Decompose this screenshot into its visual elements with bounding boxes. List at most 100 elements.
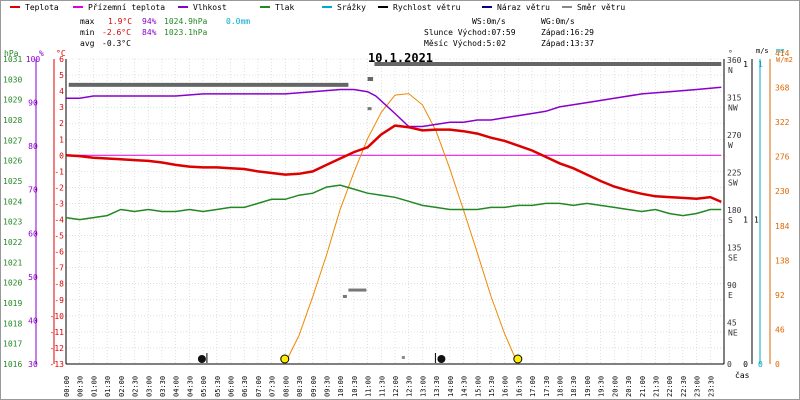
temp-tick-label: -12 (50, 344, 65, 353)
dir-tick-label: 225 (727, 169, 742, 178)
temp-tick-label: -9 (54, 296, 64, 305)
temp-tick-label: -11 (50, 328, 65, 337)
pressure-line (65, 184, 722, 221)
dir-tick-label: 360 (727, 56, 742, 65)
ms-tick-label: 1 (743, 216, 748, 225)
legend-label: Přízemní teplota (88, 3, 165, 12)
x-tick-label: 17:00 (529, 376, 537, 397)
hpa-tick-label: 1022 (3, 238, 22, 247)
x-tick-label: 07:30 (269, 376, 277, 397)
x-tick-label: 02:30 (132, 376, 140, 397)
stats-max-rain: 0.0mm (226, 17, 250, 26)
x-tick-label: 13:30 (433, 376, 441, 397)
temp-tick-label: -6 (54, 248, 64, 257)
info-moon-rise: Měsíc Východ:5:02 (424, 39, 506, 48)
humidity-line (66, 86, 722, 128)
temp-tick-label: 6 (59, 55, 64, 64)
x-tick-label: 22:30 (680, 376, 688, 397)
wm2-tick-label: 230 (775, 187, 790, 196)
dir-tick-label: S (728, 216, 733, 225)
info-sun-rise: Slunce Východ:07:59 (424, 28, 516, 37)
stats-max-hum: 94% (142, 17, 157, 26)
pct-tick-label: 100 (26, 55, 41, 64)
x-tick-label: 21:30 (652, 376, 660, 397)
stats-min-temp: -2.6°C (102, 28, 131, 37)
x-tick-label: 23:30 (707, 376, 715, 397)
x-tick-label: 10:30 (351, 376, 359, 397)
hpa-tick-label: 1027 (3, 136, 22, 145)
x-tick-label: 12:00 (392, 376, 400, 397)
stats-max-label: max (80, 17, 95, 26)
hpa-tick-label: 1025 (3, 177, 22, 186)
x-tick-label: 03:30 (159, 376, 167, 397)
temp-tick-label: 2 (59, 119, 64, 128)
x-tick-label: 04:00 (173, 376, 181, 397)
legend-label: Tlak (275, 3, 294, 12)
x-tick-label: 11:30 (378, 376, 386, 397)
hpa-tick-label: 1021 (3, 258, 22, 267)
temperature-line (65, 124, 722, 204)
x-tick-label: 16:00 (502, 376, 510, 397)
chart-title: 10.1.2021 (368, 51, 433, 65)
moon-marker (437, 355, 446, 363)
dir-tick-label: 45 (727, 319, 737, 328)
temp-tick-label: -4 (54, 216, 64, 225)
pct-tick-label: 70 (28, 186, 38, 195)
x-tick-label: 19:00 (584, 376, 592, 397)
dir-tick-label: W (728, 141, 733, 150)
ms-tick-label: 1 (743, 60, 748, 69)
temp-tick-label: -5 (54, 232, 64, 241)
info-sun-set: Západ:16:29 (541, 28, 594, 37)
wind-direction-mark (367, 107, 372, 111)
legend-label: Rychlost větru (393, 3, 461, 12)
hpa-tick-label: 1030 (3, 75, 22, 84)
wind-direction-mark (68, 82, 349, 87)
x-tick-label: 16:30 (515, 376, 523, 397)
rain-mark (401, 356, 405, 359)
info-wg: WG:0m/s (541, 17, 575, 26)
x-tick-label: 18:00 (557, 376, 565, 397)
x-tick-label: 03:00 (145, 376, 153, 397)
x-tick-label: 10:00 (337, 376, 345, 397)
ms-tick-label: 0 (743, 360, 748, 369)
moon-marker (197, 355, 206, 363)
x-tick-label: 05:00 (200, 376, 208, 397)
x-tick-label: 06:30 (241, 376, 249, 397)
wm2-tick-label: 322 (775, 118, 790, 127)
temp-tick-label: -3 (54, 199, 64, 208)
pct-tick-label: 30 (28, 360, 38, 369)
wm2-tick-label: 276 (775, 153, 790, 162)
hpa-tick-label: 1019 (3, 299, 22, 308)
ms-tick-label: 1 (754, 216, 759, 225)
temp-tick-label: -13 (50, 360, 65, 369)
hpa-tick-label: 1017 (3, 340, 22, 349)
x-tick-label: 19:30 (598, 376, 606, 397)
solar-radiation-line (284, 93, 519, 365)
hpa-tick-label: 1023 (3, 218, 22, 227)
x-tick-label: 22:00 (666, 376, 674, 397)
mm-tick-label: 1 (758, 60, 763, 69)
unit-pct: % (39, 49, 44, 58)
legend-label: Teplota (25, 3, 59, 12)
dir-tick-label: NE (728, 329, 738, 338)
dir-tick-label: N (728, 66, 733, 75)
x-tick-label: 21:00 (639, 376, 647, 397)
wind-direction-mark (367, 77, 374, 81)
x-tick-label: 17:30 (543, 376, 551, 397)
x-tick-label: 04:30 (186, 376, 194, 397)
wm2-tick-label: 414 (775, 49, 790, 58)
hpa-tick-label: 1028 (3, 116, 22, 125)
wm2-tick-label: 92 (775, 291, 785, 300)
x-tick-label: 09:30 (323, 376, 331, 397)
dir-tick-label: E (728, 291, 733, 300)
hpa-tick-label: 1029 (3, 96, 22, 105)
legend-label: Náraz větru (497, 3, 550, 12)
x-tick-label: 09:00 (310, 376, 318, 397)
unit-ms: m/s (756, 47, 769, 55)
x-tick-label: 15:30 (488, 376, 496, 397)
stats-min-label: min (80, 28, 95, 37)
stats-avg-temp: -0.3°C (102, 39, 131, 48)
dir-tick-label: SE (728, 254, 738, 263)
sun-marker (280, 354, 290, 364)
stats-max-press: 1024.9hPa (164, 17, 208, 26)
